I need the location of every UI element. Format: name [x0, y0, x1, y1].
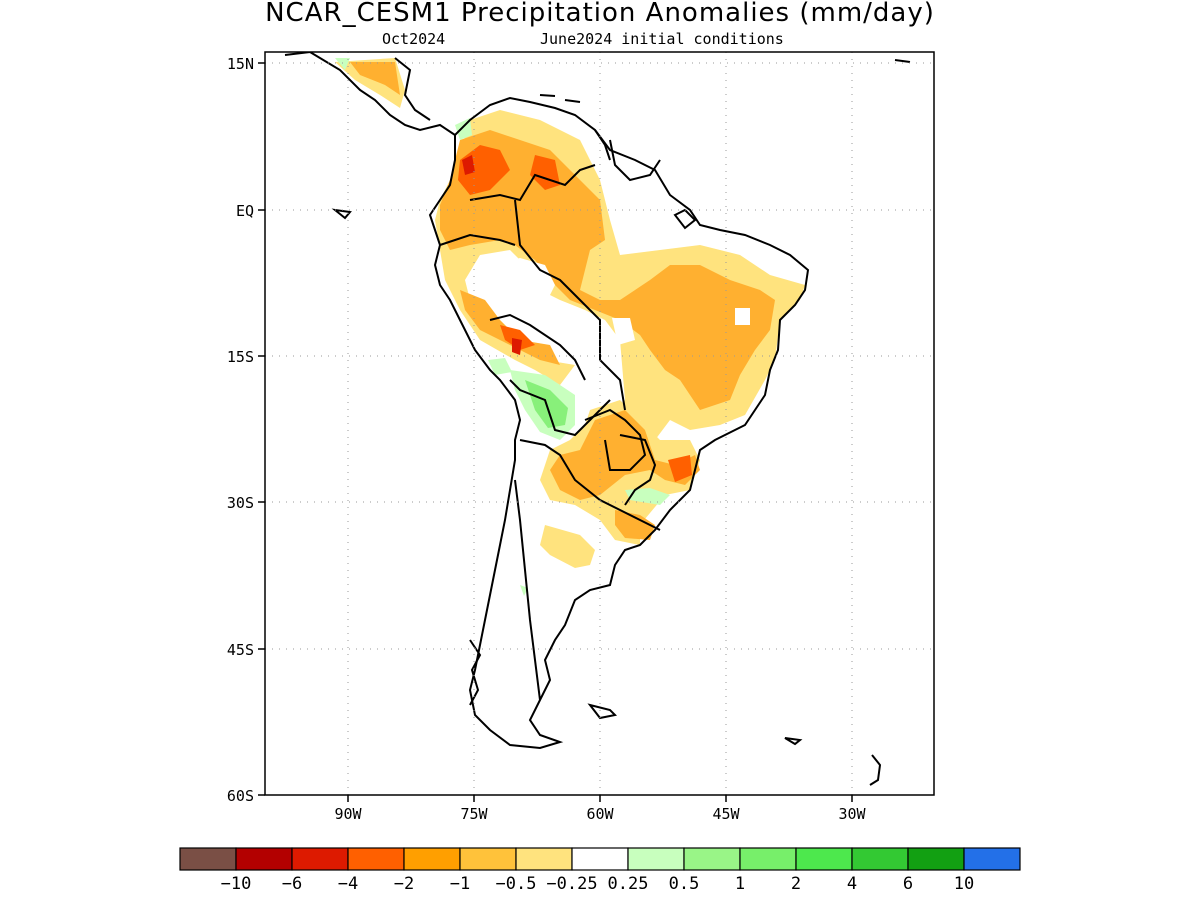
- axis-ticks: [258, 62, 853, 802]
- lat-label: 15N: [227, 55, 254, 73]
- colorbar-label: −0.5: [496, 874, 537, 894]
- valid-month-label: Oct2024: [382, 30, 446, 48]
- colorbar-swatch: [515, 847, 573, 871]
- extreme-dry-anomaly: [462, 155, 522, 355]
- colorbar-label: 0.25: [608, 874, 649, 894]
- lat-label: 30S: [227, 494, 254, 512]
- colorbar-label: −2: [394, 874, 414, 894]
- colorbar-label: 6: [903, 874, 913, 894]
- colorbar-label: 0.5: [669, 874, 700, 894]
- colorbar-label: −6: [282, 874, 302, 894]
- colorbar-label: 2: [791, 874, 801, 894]
- colorbar-labels: −10 −6 −4 −2 −1 −0.5 −0.25 0.25 0.5 1 2 4 6 10: [221, 874, 975, 894]
- lon-label: 75W: [460, 805, 488, 823]
- latitude-labels: 15N EQ 15S 30S 45S 60S: [227, 55, 254, 805]
- lat-label: 60S: [227, 787, 254, 805]
- lat-label: 45S: [227, 641, 254, 659]
- colorbar-swatch: [179, 847, 237, 871]
- colorbar-swatch: [403, 847, 461, 871]
- colorbar-label: −10: [221, 874, 252, 894]
- map-title: NCAR_CESM1 Precipitation Anomalies (mm/d…: [265, 0, 935, 28]
- colorbar-label: 1: [735, 874, 745, 894]
- lat-label: 15S: [227, 348, 254, 366]
- lon-label: 45W: [712, 805, 740, 823]
- colorbar-label: −0.25: [546, 874, 597, 894]
- colorbar-swatch: [907, 847, 965, 871]
- colorbar-swatch: [963, 847, 1021, 871]
- lon-label: 90W: [334, 805, 362, 823]
- colorbar-swatch: [571, 847, 629, 871]
- moderate-dry-anomaly: [350, 62, 775, 540]
- anomaly-layer: [335, 58, 805, 596]
- colorbar-swatch: [683, 847, 741, 871]
- lon-label: 60W: [586, 805, 614, 823]
- colorbar-label: 4: [847, 874, 857, 894]
- colorbar-label: −4: [338, 874, 358, 894]
- colorbar-label: −1: [450, 874, 470, 894]
- colorbar-swatch: [739, 847, 797, 871]
- grid-lines: [265, 52, 934, 795]
- colorbar-swatch: [459, 847, 517, 871]
- colorbar-swatch: [627, 847, 685, 871]
- lon-label: 30W: [838, 805, 866, 823]
- colorbar-label: 10: [954, 874, 974, 894]
- longitude-labels: 90W 75W 60W 45W 30W: [334, 805, 866, 823]
- colorbar-swatch: [235, 847, 293, 871]
- colorbar-swatch: [851, 847, 909, 871]
- lat-label: EQ: [236, 202, 254, 220]
- colorbar-swatch: [347, 847, 405, 871]
- colorbar-swatch: [795, 847, 853, 871]
- colorbar: [179, 847, 1021, 871]
- coastlines: [284, 52, 911, 786]
- colorbar-swatch: [291, 847, 349, 871]
- initial-conditions-label: June2024 initial conditions: [540, 30, 784, 48]
